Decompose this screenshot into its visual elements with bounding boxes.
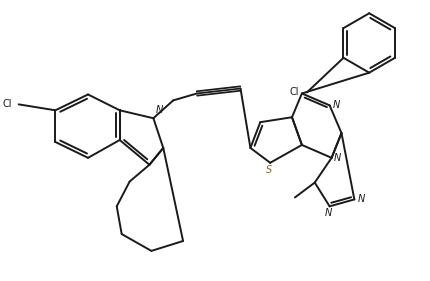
Text: N: N (332, 100, 339, 110)
Text: N: N (333, 153, 340, 163)
Text: N: N (155, 105, 162, 115)
Text: S: S (265, 165, 272, 175)
Text: N: N (324, 208, 332, 218)
Text: Cl: Cl (289, 87, 298, 98)
Text: N: N (356, 194, 364, 204)
Text: Cl: Cl (2, 99, 12, 109)
